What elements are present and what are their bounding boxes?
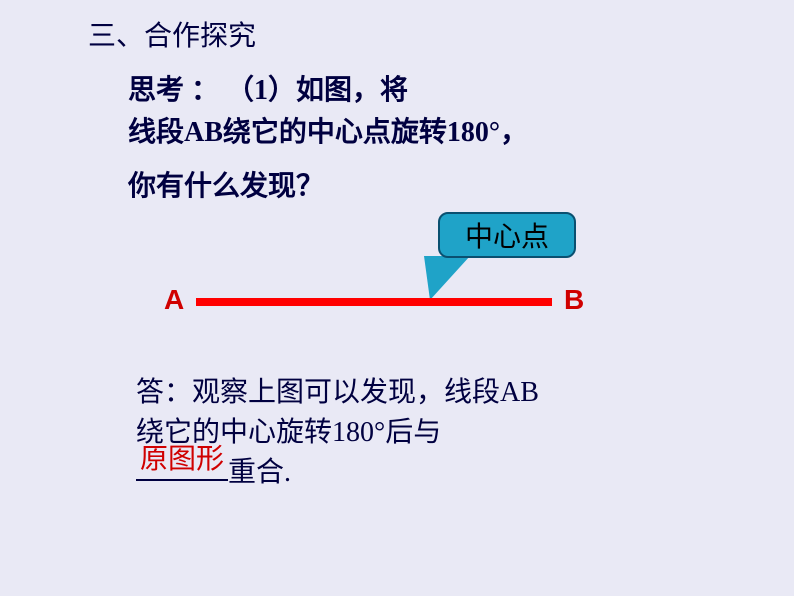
blank-fill-text: 原图形 [140,437,224,477]
answer-line-3: 原图形 重合. [136,450,291,490]
think-line-3: 你有什么发现？ [128,164,324,204]
diagram-area: 中心点 A B [128,212,628,352]
think-line-1: 思考 ： （1）如图，将 [128,68,408,108]
answer-suffix: 重合. [228,457,291,488]
point-a-label: A [164,284,184,316]
section-title: 三、合作探究 [88,14,256,54]
callout-pointer [424,256,470,300]
callout-midpoint: 中心点 [438,212,576,258]
think-line-2: 线段AB绕它的中心点旋转180°， [128,110,528,150]
answer-line-1: 答：观察上图可以发现，线段AB [136,370,539,410]
segment-ab-line [196,298,552,306]
blank-underline: 原图形 [136,451,228,481]
point-b-label: B [564,284,584,316]
